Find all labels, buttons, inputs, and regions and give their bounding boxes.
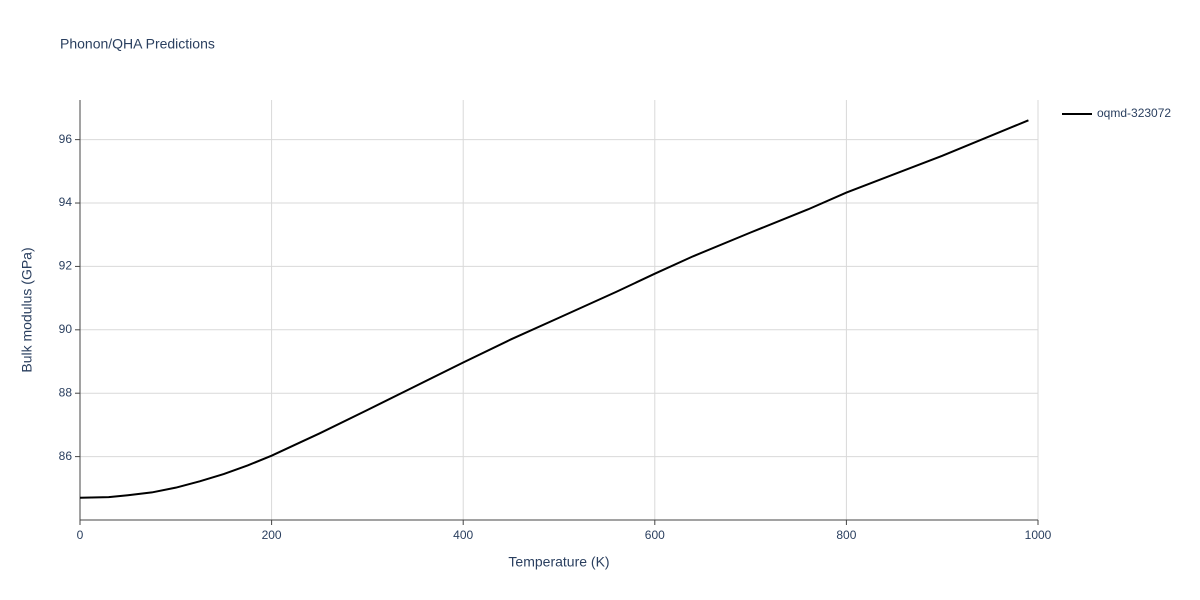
x-tick-label: 600 bbox=[645, 528, 665, 542]
y-tick-label: 96 bbox=[59, 132, 73, 146]
y-tick-label: 86 bbox=[59, 449, 73, 463]
x-tick-label: 200 bbox=[262, 528, 282, 542]
y-tick-label: 94 bbox=[59, 195, 73, 209]
y-tick-label: 90 bbox=[59, 322, 73, 336]
y-tick-label: 88 bbox=[59, 385, 73, 399]
x-tick-label: 0 bbox=[77, 528, 84, 542]
y-axis-label: Bulk modulus (GPa) bbox=[19, 247, 35, 372]
y-tick-label: 92 bbox=[59, 259, 73, 273]
legend-label: oqmd-323072 bbox=[1097, 106, 1171, 120]
x-tick-label: 1000 bbox=[1025, 528, 1052, 542]
chart-title: Phonon/QHA Predictions bbox=[60, 36, 215, 52]
data-line bbox=[79, 119, 1029, 499]
x-tick-label: 400 bbox=[453, 528, 473, 542]
x-tick-label: 800 bbox=[836, 528, 856, 542]
x-axis-label: Temperature (K) bbox=[508, 554, 609, 570]
